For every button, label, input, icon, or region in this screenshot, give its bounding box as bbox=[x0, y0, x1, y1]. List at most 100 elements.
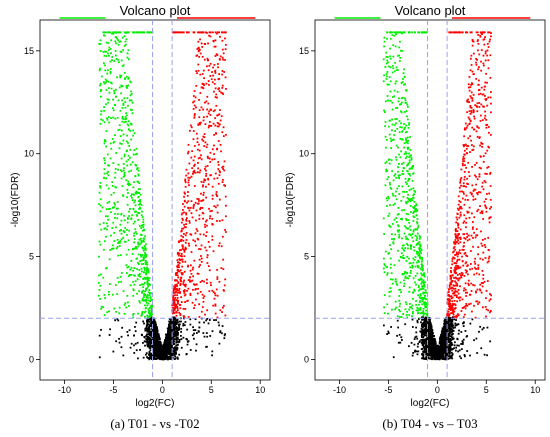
data-point bbox=[471, 70, 474, 73]
data-point bbox=[457, 279, 460, 282]
data-point bbox=[150, 307, 153, 310]
data-point bbox=[153, 347, 156, 350]
data-point bbox=[202, 233, 205, 236]
data-point bbox=[120, 219, 123, 222]
data-point bbox=[159, 344, 162, 347]
data-point bbox=[116, 207, 119, 210]
data-point bbox=[406, 255, 409, 258]
data-point bbox=[126, 188, 129, 191]
data-point bbox=[179, 314, 182, 317]
data-point bbox=[481, 142, 484, 145]
data-point bbox=[205, 219, 208, 222]
data-point bbox=[144, 276, 147, 279]
data-point bbox=[112, 32, 115, 35]
data-point bbox=[166, 351, 169, 354]
data-point bbox=[452, 324, 455, 327]
data-point bbox=[221, 70, 224, 72]
data-point bbox=[206, 115, 209, 118]
data-point bbox=[474, 198, 477, 200]
data-point bbox=[178, 324, 180, 327]
data-point bbox=[127, 124, 130, 127]
data-point bbox=[194, 232, 197, 235]
data-point bbox=[101, 206, 104, 209]
data-point bbox=[123, 174, 126, 177]
data-point bbox=[203, 280, 205, 283]
data-point bbox=[479, 35, 482, 38]
data-point bbox=[148, 294, 151, 297]
data-point bbox=[153, 321, 156, 324]
data-point bbox=[216, 316, 219, 319]
data-point bbox=[482, 93, 485, 96]
data-point bbox=[468, 206, 471, 209]
data-point bbox=[206, 335, 209, 338]
data-point bbox=[412, 230, 415, 233]
data-point bbox=[134, 199, 136, 202]
data-point bbox=[125, 179, 128, 182]
data-point bbox=[189, 323, 192, 326]
data-point bbox=[140, 227, 143, 229]
data-point bbox=[466, 270, 468, 273]
data-point bbox=[148, 323, 150, 326]
data-point bbox=[122, 64, 125, 67]
data-point bbox=[172, 294, 175, 297]
data-point bbox=[179, 239, 182, 242]
data-point bbox=[148, 310, 151, 313]
data-point bbox=[401, 217, 403, 220]
data-point bbox=[194, 202, 197, 204]
data-point bbox=[175, 328, 178, 331]
data-point bbox=[418, 31, 421, 34]
data-point bbox=[105, 267, 108, 269]
data-point bbox=[476, 192, 478, 194]
data-point bbox=[186, 343, 189, 346]
data-point bbox=[470, 64, 473, 66]
data-point bbox=[466, 182, 468, 185]
data-point bbox=[100, 328, 102, 331]
data-point bbox=[102, 50, 105, 53]
data-point bbox=[483, 43, 486, 46]
data-point bbox=[116, 37, 119, 40]
data-point bbox=[148, 307, 151, 309]
data-point bbox=[420, 278, 423, 281]
data-point bbox=[103, 177, 106, 179]
data-point bbox=[173, 323, 175, 326]
data-point bbox=[477, 42, 480, 45]
data-point bbox=[120, 335, 123, 338]
data-point bbox=[477, 84, 480, 86]
data-point bbox=[106, 98, 109, 101]
data-point bbox=[167, 341, 170, 344]
data-point bbox=[201, 185, 204, 188]
data-point bbox=[215, 132, 217, 134]
data-point bbox=[186, 338, 189, 341]
data-point bbox=[111, 138, 114, 140]
data-point bbox=[214, 294, 217, 297]
data-point bbox=[155, 328, 157, 331]
data-point bbox=[414, 336, 417, 339]
data-point bbox=[145, 335, 148, 337]
data-point bbox=[110, 87, 113, 90]
data-point bbox=[476, 102, 479, 105]
data-point bbox=[116, 238, 119, 241]
x-tick-label: 5 bbox=[209, 385, 214, 395]
data-point bbox=[401, 126, 403, 129]
data-point bbox=[121, 120, 124, 123]
data-point bbox=[202, 135, 205, 138]
data-point bbox=[397, 224, 399, 227]
data-point bbox=[193, 116, 196, 119]
data-point bbox=[120, 157, 123, 160]
data-point bbox=[129, 346, 132, 349]
data-point bbox=[398, 131, 401, 134]
data-point bbox=[170, 330, 172, 332]
data-point bbox=[387, 61, 389, 64]
data-point bbox=[148, 358, 151, 361]
data-point bbox=[162, 356, 164, 358]
data-point bbox=[166, 327, 169, 330]
data-point bbox=[409, 225, 411, 228]
data-point bbox=[471, 228, 474, 230]
data-point bbox=[162, 344, 165, 347]
data-point bbox=[173, 318, 175, 321]
data-point bbox=[156, 339, 159, 342]
data-point bbox=[224, 314, 227, 317]
data-point bbox=[121, 117, 124, 120]
data-point bbox=[138, 300, 141, 302]
data-point bbox=[193, 104, 196, 107]
